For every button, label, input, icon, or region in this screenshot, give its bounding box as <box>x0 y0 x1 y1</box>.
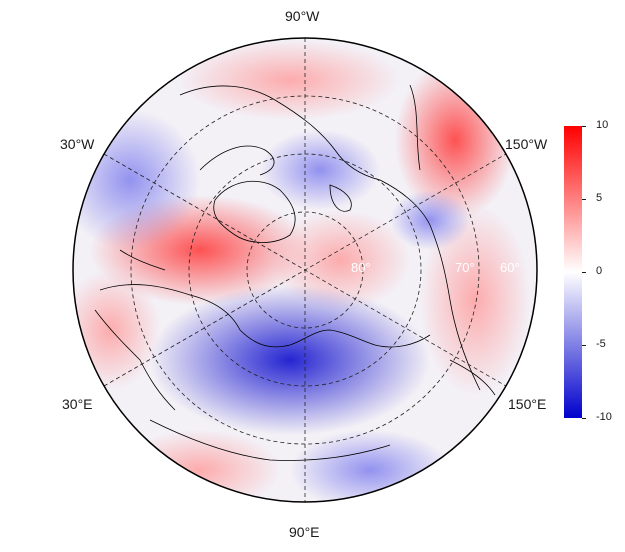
colorbar-tickmark <box>582 126 586 127</box>
lon-label-90e: 90°E <box>289 524 320 540</box>
colorbar-tick-minus5: -5 <box>596 338 606 350</box>
graticule <box>103 38 507 502</box>
colorbar-tickmark <box>582 345 586 346</box>
lat-label-70: 70° <box>455 260 475 275</box>
lon-label-150e: 150°E <box>508 396 547 412</box>
colorbar-tick-0: 0 <box>596 265 603 277</box>
lon-label-150w: 150°W <box>505 136 548 152</box>
colorbar <box>564 126 582 418</box>
lat-label-60: 60° <box>500 260 520 275</box>
colorbar-tickmark <box>582 418 586 419</box>
lon-label-30w: 30°W <box>60 136 95 152</box>
map-boundary <box>72 37 538 503</box>
colorbar-tick-5: 5 <box>596 192 603 204</box>
lon-label-90w: 90°W <box>285 8 320 24</box>
colorbar-tickmark <box>582 272 586 273</box>
lat-label-80: 80° <box>351 260 371 275</box>
coastlines <box>94 84 496 461</box>
colorbar-tickmark <box>582 199 586 200</box>
colorbar-tick-10: 10 <box>596 119 609 131</box>
lon-label-30e: 30°E <box>62 396 93 412</box>
colorbar-tick-minus10: -10 <box>596 411 612 423</box>
